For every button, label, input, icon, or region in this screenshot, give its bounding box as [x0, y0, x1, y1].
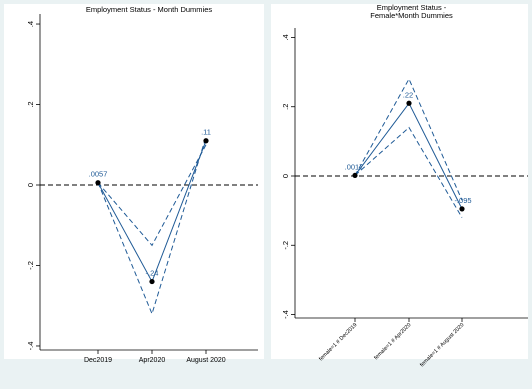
- data-point: [95, 180, 101, 186]
- data-label: .0057: [89, 170, 108, 179]
- plot-area: [4, 4, 264, 359]
- series-upper-ci-line: [354, 126, 463, 218]
- data-label: -.24: [146, 269, 159, 278]
- data-point: [459, 206, 465, 212]
- chart-panel-2: Employment Status -Female*Month Dummies -…: [271, 3, 528, 368]
- series-upper-ci-line: [97, 144, 207, 247]
- data-point: [203, 138, 209, 144]
- y-tick-label: .2: [26, 101, 35, 107]
- plot-area: [271, 4, 528, 359]
- data-label: .0017: [345, 162, 364, 171]
- y-tick-label: -.4: [281, 310, 290, 319]
- data-point: [149, 278, 155, 285]
- x-tick-label: Apr2020: [139, 357, 166, 364]
- data-label: -.095: [454, 196, 471, 205]
- y-tick-label: -.2: [26, 261, 35, 270]
- y-tick-label: 0: [281, 174, 290, 178]
- y-tick-label: .4: [26, 21, 35, 27]
- chart-title: Employment Status - Month Dummies: [86, 5, 213, 14]
- x-tick-label: Dec2019: [84, 357, 112, 364]
- series-lower-ci-line: [354, 77, 463, 201]
- data-label: .11: [201, 128, 211, 137]
- x-tick-label: August 2020: [186, 357, 225, 364]
- y-tick-label: -.2: [281, 241, 290, 250]
- chart-panel-1: Employment Status - Month Dummies -.4 -.2 0…: [4, 4, 264, 364]
- data-label: .22: [403, 90, 413, 99]
- y-tick-label: 0: [26, 183, 35, 187]
- y-tick-label: .2: [281, 104, 290, 110]
- data-point: [352, 172, 358, 179]
- series-lower-ci-line: [97, 136, 207, 316]
- y-tick-label: -.4: [26, 342, 35, 351]
- chart-title: Employment Status -: [377, 3, 447, 12]
- chart-subtitle: Female*Month Dummies: [370, 11, 453, 20]
- y-tick-label: .4: [281, 34, 290, 40]
- data-point: [406, 100, 412, 106]
